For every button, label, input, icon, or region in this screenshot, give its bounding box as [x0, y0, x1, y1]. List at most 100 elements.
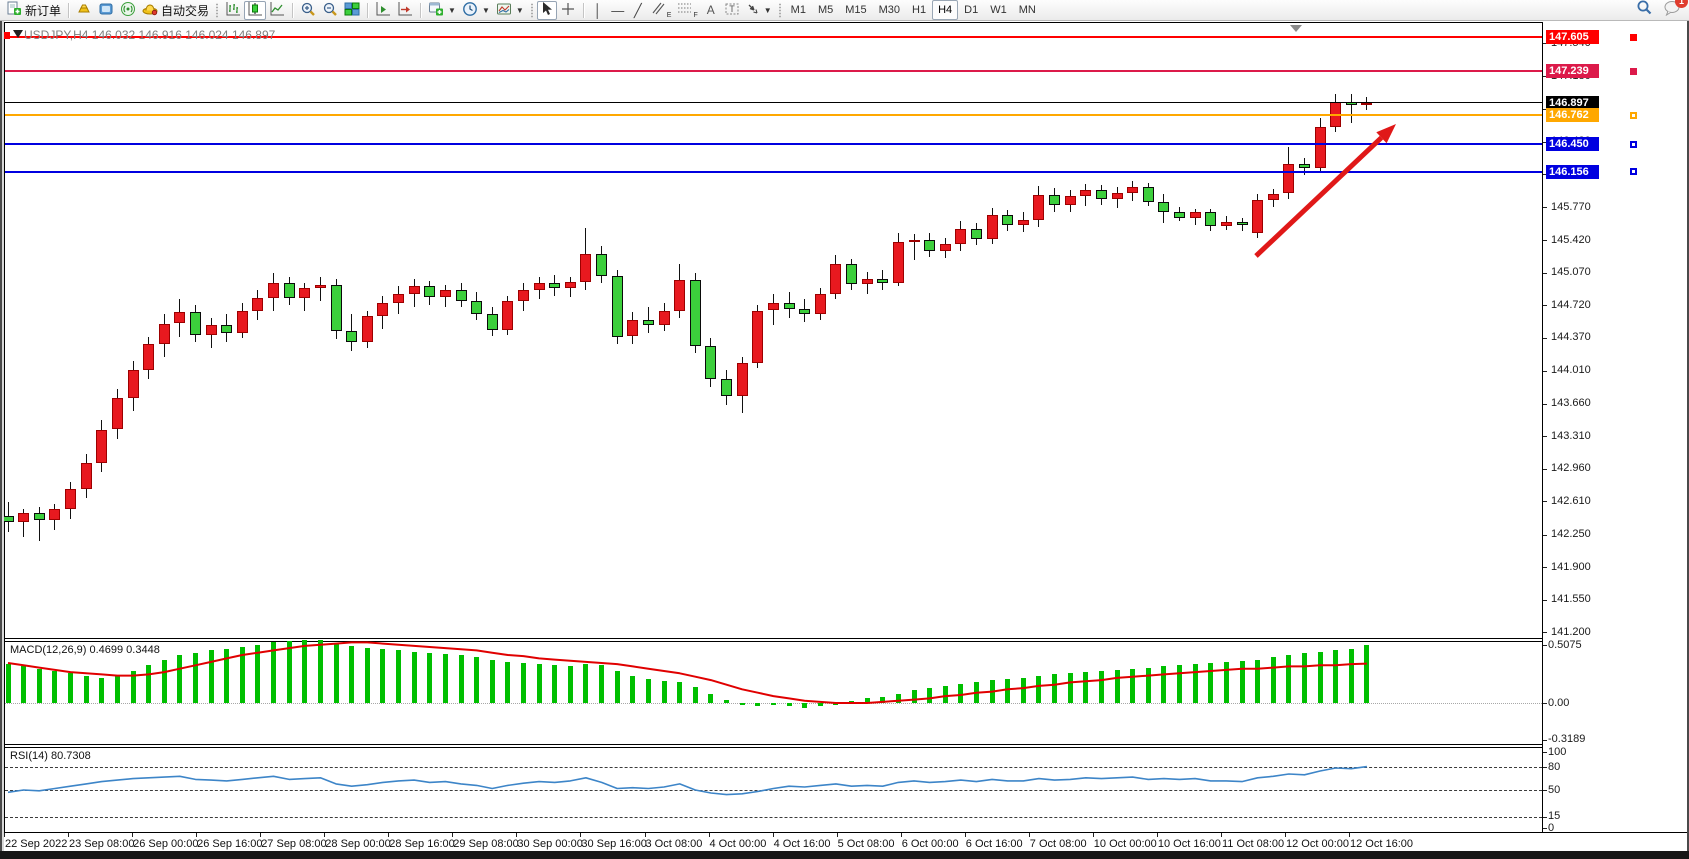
timeframe-h1[interactable]: H1 — [912, 4, 927, 16]
macd-bar — [427, 652, 433, 703]
price-line-label[interactable]: 147.605 — [1546, 30, 1599, 44]
trendline-button[interactable]: ╱ — [628, 1, 648, 20]
periods-button[interactable]: ▼ — [459, 1, 493, 20]
macd-bar — [146, 665, 152, 703]
macd-splitter-bottom[interactable] — [0, 641, 1689, 642]
auto-scroll-icon — [375, 1, 391, 20]
timeframe-w1[interactable]: W1 — [990, 4, 1007, 16]
price-line[interactable] — [5, 102, 1542, 104]
separator — [68, 2, 70, 18]
zoom-in-icon — [300, 1, 316, 20]
timeframe-m5[interactable]: M5 — [817, 4, 834, 16]
timeframe-m15[interactable]: M15 — [845, 4, 867, 16]
chart-shift-button[interactable] — [394, 1, 416, 20]
candle-body — [955, 228, 967, 244]
macd-splitter-top[interactable] — [0, 638, 1689, 639]
price-line[interactable] — [5, 70, 1542, 72]
zoom-out-button[interactable] — [319, 1, 341, 20]
price-line-handle[interactable] — [1630, 140, 1637, 148]
fibonacci-button[interactable]: F — [674, 1, 700, 20]
horizontal-line-button[interactable]: — — [608, 1, 628, 20]
candle-body — [236, 310, 248, 333]
price-line-label[interactable]: 147.239 — [1546, 64, 1599, 78]
candle-body — [65, 488, 76, 510]
macd-bar — [536, 664, 542, 703]
symbol-marker-icon — [13, 30, 23, 38]
search-button[interactable] — [1636, 0, 1653, 21]
text-label-button[interactable]: T — [721, 1, 743, 20]
macd-bar — [396, 650, 401, 703]
new-order-button[interactable]: 新订单 — [3, 1, 64, 20]
macd-tick-label: -0.3189 — [1548, 733, 1586, 745]
rsi-splitter-top[interactable] — [0, 744, 1689, 745]
candle-body — [96, 429, 108, 463]
price-line-handle[interactable] — [1630, 33, 1637, 41]
price-line[interactable] — [5, 114, 1542, 117]
price-axis[interactable] — [1543, 22, 1689, 832]
bar-chart-button[interactable] — [222, 1, 244, 20]
timeframe-m30[interactable]: M30 — [878, 4, 901, 16]
candle-body — [939, 243, 951, 252]
toolbar-grip[interactable] — [215, 2, 220, 18]
macd-bar — [1333, 650, 1339, 703]
macd-bar — [708, 693, 714, 703]
data-window-button[interactable] — [95, 1, 117, 20]
price-line[interactable] — [5, 143, 1542, 146]
candle-body — [221, 325, 233, 333]
rsi-label: RSI(14) 80.7308 — [10, 750, 91, 762]
new-chart-button[interactable]: ▼ — [425, 1, 459, 20]
price-line-label[interactable]: 146.762 — [1546, 108, 1599, 123]
candle-body — [143, 344, 155, 370]
crosshair-button[interactable] — [557, 1, 579, 20]
candle-body — [471, 301, 483, 315]
channel-button[interactable]: E — [648, 1, 675, 20]
price-line[interactable] — [5, 170, 1542, 173]
candle-body — [721, 379, 732, 396]
price-tick-label: 141.200 — [1551, 625, 1591, 638]
notifications-button[interactable]: 1 — [1663, 0, 1688, 21]
macd-bar — [505, 661, 511, 703]
candle-body — [674, 279, 686, 311]
chart-shift-marker[interactable] — [1290, 25, 1302, 32]
auto-trading-button[interactable]: 自动交易 — [139, 1, 212, 20]
price-line-label[interactable]: 146.897 — [1546, 95, 1599, 110]
signals-button[interactable] — [117, 1, 139, 20]
macd-bar — [1270, 657, 1276, 703]
market-watch-button[interactable] — [73, 1, 95, 20]
hline-left-handle[interactable] — [3, 32, 10, 39]
candle-body — [1205, 212, 1217, 226]
vertical-line-button[interactable]: │ — [588, 1, 608, 20]
price-line-label[interactable]: 146.450 — [1546, 137, 1599, 152]
text-button[interactable]: A — [701, 1, 721, 20]
toolbar-grip[interactable] — [777, 2, 782, 18]
timeframe-bar: M1 M5 M15 M30 H1 H4 D1 W1 MN — [785, 0, 1042, 20]
macd-bar — [302, 640, 308, 703]
timeframe-d1[interactable]: D1 — [964, 4, 979, 16]
candle-wick — [38, 506, 40, 541]
price-line[interactable] — [5, 36, 1542, 38]
price-line-handle[interactable] — [1630, 67, 1637, 75]
candle-body — [767, 303, 779, 311]
arrows-button[interactable]: ▼ — [743, 1, 775, 20]
timeframe-h4[interactable]: H4 — [932, 0, 959, 20]
line-chart-button[interactable] — [266, 1, 288, 20]
tile-windows-button[interactable] — [341, 1, 363, 20]
price-line-label[interactable]: 146.156 — [1546, 164, 1599, 179]
timeframe-mn[interactable]: MN — [1018, 4, 1036, 16]
candle-body — [361, 316, 373, 343]
price-line-handle[interactable] — [1630, 111, 1637, 119]
timeframe-m1[interactable]: M1 — [790, 4, 806, 16]
zoom-in-button[interactable] — [297, 1, 319, 20]
indicators-button[interactable]: ▼ — [493, 1, 527, 20]
candle-wick — [23, 509, 25, 538]
rsi-level-line — [5, 816, 1542, 818]
candlestick-chart-button[interactable] — [244, 0, 267, 20]
candle-body — [1283, 163, 1295, 194]
main-toolbar: 新订单 自动交易 — [0, 0, 1689, 21]
rsi-splitter-bottom[interactable] — [0, 747, 1689, 748]
toolbar-grip[interactable] — [529, 2, 534, 18]
macd-bar — [5, 664, 11, 703]
cursor-button[interactable] — [536, 0, 557, 20]
auto-scroll-button[interactable] — [372, 1, 394, 20]
price-line-handle[interactable] — [1630, 168, 1637, 176]
